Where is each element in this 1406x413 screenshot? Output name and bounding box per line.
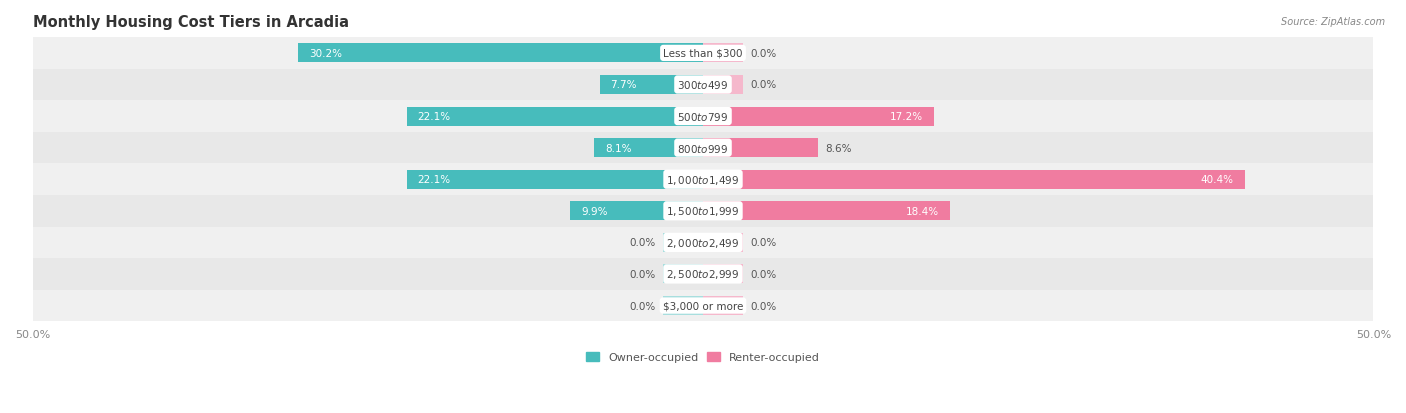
Bar	[32, 38, 1374, 69]
Text: 0.0%: 0.0%	[749, 49, 776, 59]
Bar	[406, 170, 703, 189]
Text: 0.0%: 0.0%	[630, 301, 657, 311]
Bar	[595, 139, 703, 158]
Bar	[703, 297, 744, 315]
Text: Monthly Housing Cost Tiers in Arcadia: Monthly Housing Cost Tiers in Arcadia	[32, 15, 349, 30]
Text: 0.0%: 0.0%	[749, 301, 776, 311]
Text: 0.0%: 0.0%	[630, 238, 657, 248]
Text: 9.9%: 9.9%	[581, 206, 607, 216]
Bar	[32, 290, 1374, 322]
Bar	[703, 107, 934, 126]
Bar	[703, 44, 744, 63]
Bar	[571, 202, 703, 221]
Bar	[662, 233, 703, 252]
Text: $300 to $499: $300 to $499	[678, 79, 728, 91]
Text: 18.4%: 18.4%	[905, 206, 939, 216]
Bar	[32, 133, 1374, 164]
Bar	[32, 259, 1374, 290]
Text: 0.0%: 0.0%	[630, 269, 657, 279]
Text: $2,000 to $2,499: $2,000 to $2,499	[666, 236, 740, 249]
Text: 7.7%: 7.7%	[610, 80, 637, 90]
Text: Less than $300: Less than $300	[664, 49, 742, 59]
Bar	[662, 297, 703, 315]
Bar	[703, 233, 744, 252]
Bar	[32, 164, 1374, 195]
Text: $500 to $799: $500 to $799	[678, 111, 728, 123]
Text: $2,500 to $2,999: $2,500 to $2,999	[666, 268, 740, 281]
Text: 0.0%: 0.0%	[749, 80, 776, 90]
Bar	[703, 76, 744, 95]
Bar	[662, 265, 703, 284]
Text: 8.1%: 8.1%	[605, 143, 631, 153]
Text: $800 to $999: $800 to $999	[678, 142, 728, 154]
Text: 8.6%: 8.6%	[825, 143, 852, 153]
Bar	[298, 44, 703, 63]
Text: 22.1%: 22.1%	[418, 112, 450, 122]
Bar	[32, 101, 1374, 133]
Bar	[406, 107, 703, 126]
Text: 0.0%: 0.0%	[749, 269, 776, 279]
Text: 22.1%: 22.1%	[418, 175, 450, 185]
Text: $1,500 to $1,999: $1,500 to $1,999	[666, 205, 740, 218]
Text: 40.4%: 40.4%	[1201, 175, 1234, 185]
Text: $3,000 or more: $3,000 or more	[662, 301, 744, 311]
Bar	[703, 170, 1244, 189]
Text: 17.2%: 17.2%	[890, 112, 922, 122]
Bar	[32, 69, 1374, 101]
Bar	[32, 195, 1374, 227]
Text: 30.2%: 30.2%	[309, 49, 342, 59]
Bar	[32, 227, 1374, 259]
Legend: Owner-occupied, Renter-occupied: Owner-occupied, Renter-occupied	[581, 348, 825, 367]
Text: 0.0%: 0.0%	[749, 238, 776, 248]
Bar	[600, 76, 703, 95]
Bar	[703, 139, 818, 158]
Bar	[703, 202, 949, 221]
Text: Source: ZipAtlas.com: Source: ZipAtlas.com	[1281, 17, 1385, 26]
Bar	[703, 265, 744, 284]
Text: $1,000 to $1,499: $1,000 to $1,499	[666, 173, 740, 186]
